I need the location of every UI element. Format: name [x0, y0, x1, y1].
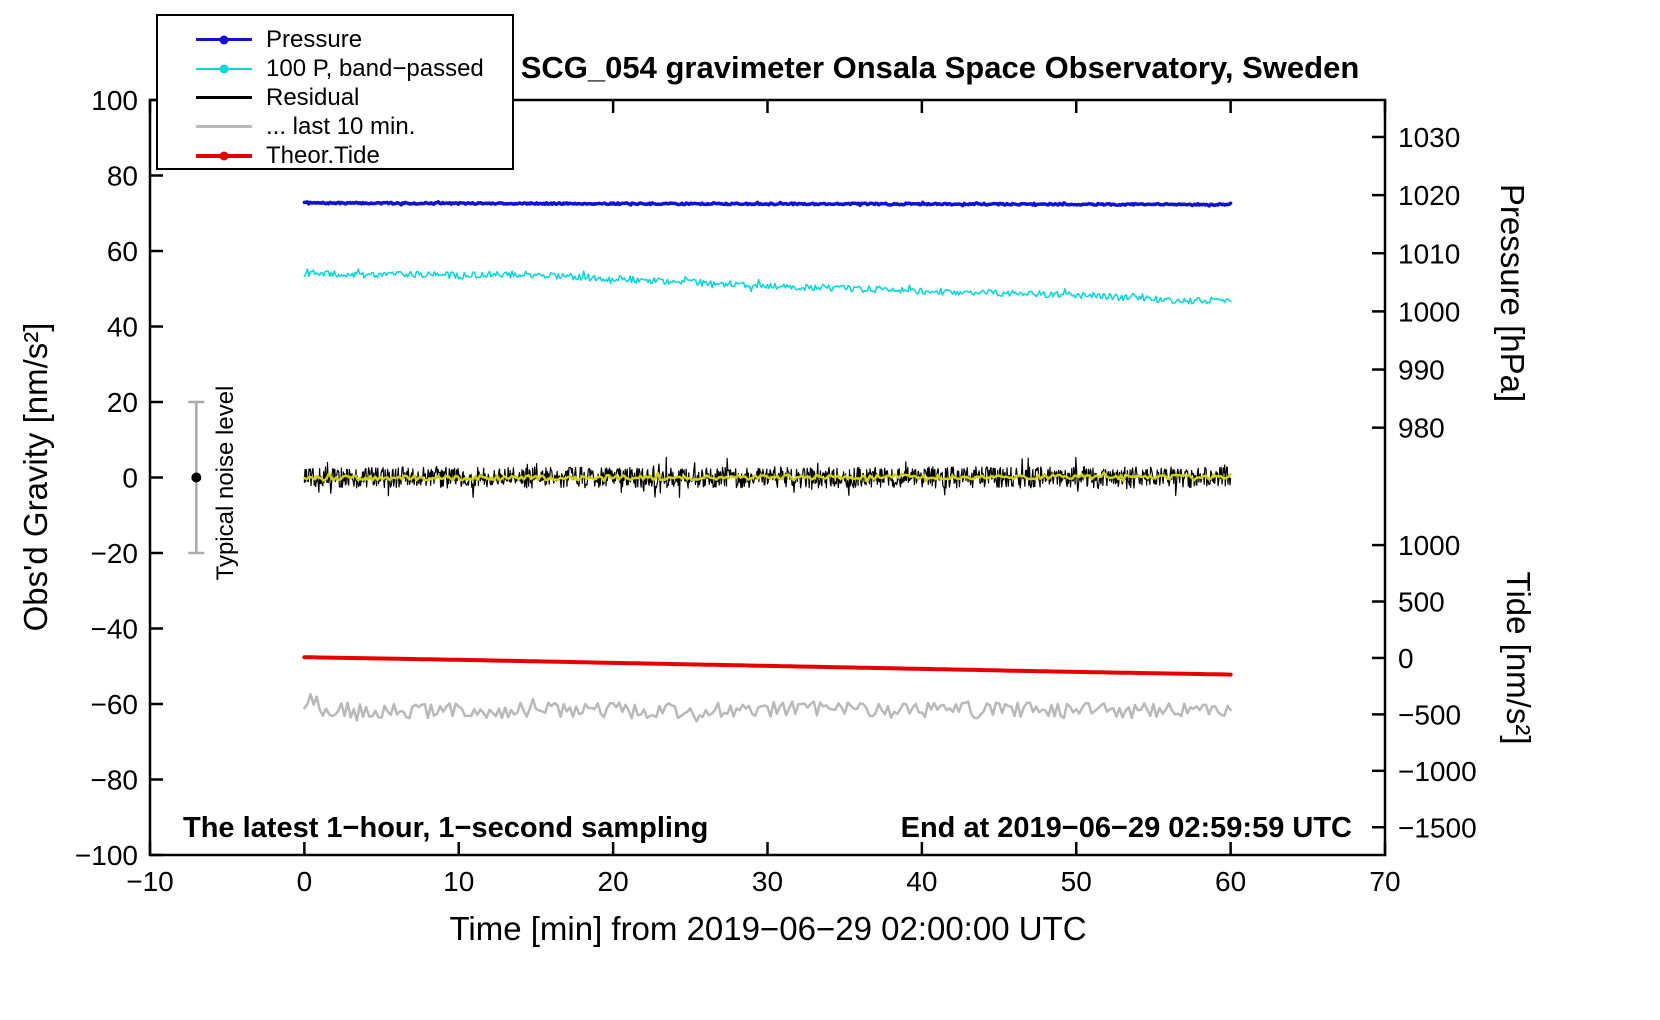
- pressure-axis-tick-label: 990: [1398, 355, 1445, 386]
- legend-entries: Pressure 100 P, band−passed Residual... la…: [158, 25, 512, 170]
- sampling-note: The latest 1−hour, 1−second sampling: [183, 812, 709, 844]
- legend-line-sample: [196, 64, 252, 73]
- x-axis-tick-label: 10: [443, 866, 474, 897]
- pressure-axis-tick-label: 1020: [1398, 180, 1460, 211]
- x-axis-tick-label: −10: [126, 866, 174, 897]
- x-axis-tick-label: 20: [598, 866, 629, 897]
- left-axis-tick-label: −20: [91, 538, 139, 569]
- x-axis-tick-label: 70: [1369, 866, 1400, 897]
- legend-entry-label: Residual: [266, 83, 360, 111]
- legend-entry-label: Theor.Tide: [266, 141, 380, 169]
- series-theor-tide: [302, 655, 1233, 677]
- tide-axis-tick-label: 0: [1398, 643, 1414, 674]
- legend-entry: Theor.Tide: [158, 141, 512, 170]
- legend: Pressure 100 P, band−passed Residual... la…: [156, 14, 514, 170]
- left-axis-tick-label: 20: [107, 387, 138, 418]
- x-axis-tick-label: 40: [906, 866, 937, 897]
- tide-axis-tick-label: −1000: [1398, 756, 1477, 787]
- tide-axis-tick-label: 500: [1398, 587, 1445, 618]
- tide-axis-tick-label: −1500: [1398, 812, 1477, 843]
- left-axis-tick-label: 80: [107, 161, 138, 192]
- legend-entry: Residual: [158, 83, 512, 112]
- left-axis-tick-label: 0: [122, 463, 138, 494]
- legend-dot-marker: [219, 64, 229, 73]
- series-residual: [303, 456, 1232, 498]
- left-axis-tick-label: −80: [91, 765, 139, 796]
- left-axis-tick-label: −40: [91, 614, 139, 645]
- pressure-axis-tick-label: 980: [1398, 413, 1445, 444]
- legend-entry-label: Pressure: [266, 25, 363, 53]
- series-100-p-band-passed: [303, 268, 1232, 305]
- legend-entry: Pressure: [158, 25, 512, 54]
- x-axis-title: Time [min] from 2019−06−29 02:00:00 UTC: [449, 910, 1087, 947]
- pressure-axis-title: Pressure [hPa]: [1494, 183, 1531, 403]
- end-time-note: End at 2019−06−29 02:59:59 UTC: [900, 812, 1352, 844]
- legend-entry-label: ... last 10 min.: [266, 112, 416, 140]
- noise-level-label: Typical noise level: [212, 385, 239, 581]
- plot-frame: [148, 98, 1387, 857]
- series-residual-low-pass: [303, 471, 1232, 483]
- tide-axis-tick-label: 1000: [1398, 530, 1460, 561]
- legend-line-sample: [196, 96, 252, 99]
- legend-entry-label: 100 P, band−passed: [266, 54, 484, 82]
- legend-entry: 100 P, band−passed: [158, 54, 512, 83]
- left-axis-tick-label: 40: [107, 312, 138, 343]
- legend-line-sample: [196, 151, 252, 160]
- tide-axis-tick-label: −500: [1398, 699, 1461, 730]
- noise-level-dot: [191, 472, 202, 483]
- x-axis-tick-label: 60: [1215, 866, 1246, 897]
- legend-line-sample: [196, 35, 252, 44]
- pressure-axis-tick-label: 1000: [1398, 296, 1460, 327]
- legend-dot-marker: [219, 151, 229, 160]
- x-axis-tick-label: 50: [1061, 866, 1092, 897]
- x-axis-tick-label: 30: [752, 866, 783, 897]
- legend-dot-marker: [219, 35, 229, 44]
- left-axis-title: Obs'd Gravity [nm/s²]: [17, 322, 54, 632]
- x-axis-tick-label: 0: [297, 866, 313, 897]
- series-pressure: [302, 200, 1233, 208]
- legend-line-sample: [196, 125, 252, 128]
- tide-axis-title: Tide [nm/s²]: [1500, 571, 1537, 745]
- chart-title: SCG_054 gravimeter Onsala Space Observat…: [520, 50, 1360, 85]
- left-axis-tick-label: 100: [91, 85, 138, 116]
- legend-entry: ... last 10 min.: [158, 112, 512, 141]
- pressure-axis-tick-label: 1030: [1398, 122, 1460, 153]
- left-axis-tick-label: 60: [107, 236, 138, 267]
- pressure-axis-tick-label: 1010: [1398, 238, 1460, 269]
- series-last-10-min: [303, 693, 1232, 723]
- left-axis-tick-label: −60: [91, 689, 139, 720]
- left-axis-tick-label: −100: [75, 840, 138, 871]
